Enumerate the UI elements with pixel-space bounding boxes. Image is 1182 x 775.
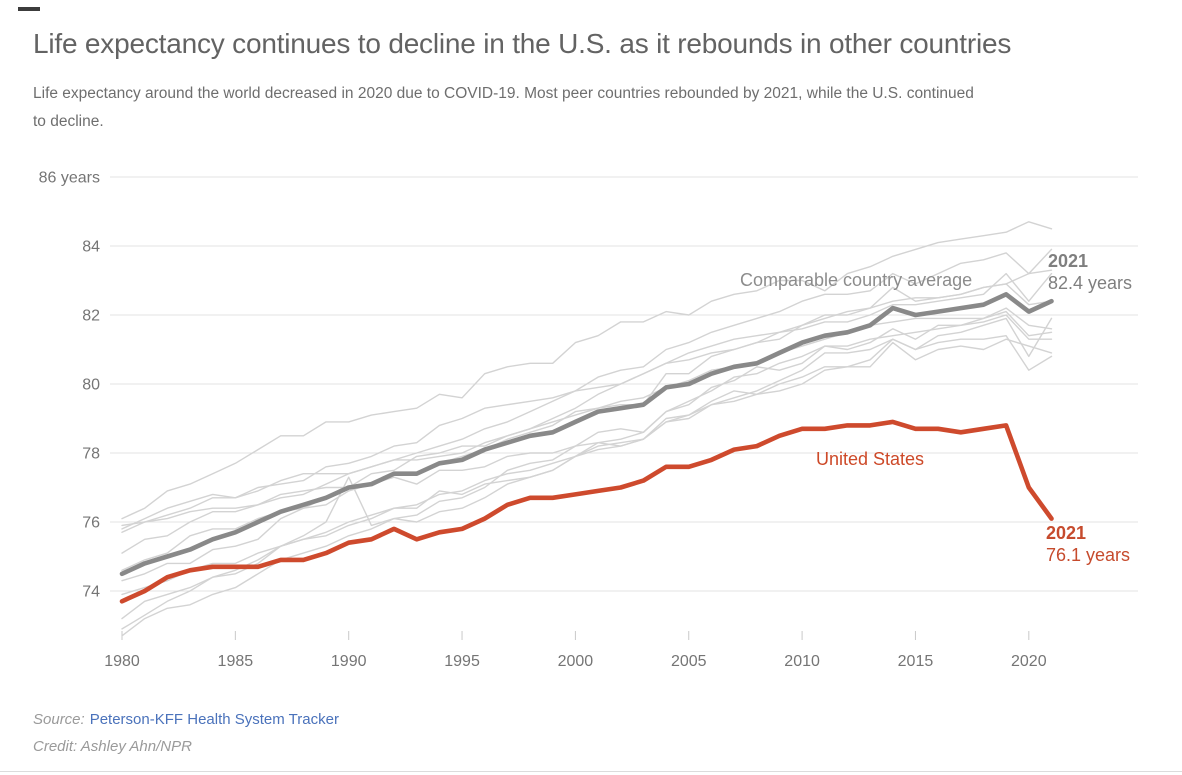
credit-line: Credit: Ashley Ahn/NPR bbox=[33, 738, 192, 755]
y-axis-tick-label: 86 years bbox=[39, 170, 100, 187]
series-line-comparable-country-average bbox=[119, 291, 1054, 577]
series-line-france bbox=[121, 283, 1053, 582]
y-axis-tick-label: 80 bbox=[82, 377, 100, 394]
chart-subtitle-line1: Life expectancy around the world decreas… bbox=[33, 85, 974, 102]
chart-subtitle: Life expectancy around the world decreas… bbox=[33, 80, 974, 136]
series-line-austria bbox=[121, 314, 1053, 637]
series-line-united-states bbox=[119, 419, 1054, 604]
series-line-sweden bbox=[121, 272, 1053, 530]
x-axis-tick-label: 1995 bbox=[444, 653, 480, 670]
chart-title: Life expectancy continues to decline in … bbox=[33, 28, 1012, 59]
y-axis-tick-label: 84 bbox=[82, 239, 100, 256]
y-axis-tick-label: 82 bbox=[82, 308, 100, 325]
average-endpoint-year: 2021 bbox=[1048, 251, 1089, 271]
series-line-switzerland bbox=[121, 248, 1053, 533]
y-axis-tick-label: 78 bbox=[82, 446, 100, 463]
average-endpoint-annotation: 2021 82.4 years bbox=[1048, 250, 1132, 294]
source-link[interactable]: Peterson-KFF Health System Tracker bbox=[89, 711, 339, 728]
series-line-netherlands bbox=[121, 310, 1053, 527]
average-endpoint-value: 82.4 years bbox=[1048, 273, 1133, 293]
series-line-united-kingdom bbox=[121, 335, 1053, 596]
series-line-canada bbox=[121, 307, 1053, 554]
y-axis-tick-label: 76 bbox=[82, 515, 100, 532]
x-axis-tick-label: 1990 bbox=[331, 653, 367, 670]
us-endpoint-annotation: 2021 76.1 years bbox=[1046, 522, 1130, 566]
page-edge-artifact bbox=[18, 7, 40, 11]
us-endpoint-year: 2021 bbox=[1046, 523, 1087, 543]
series-line-germany bbox=[121, 338, 1053, 630]
us-series-label: United States bbox=[816, 449, 925, 469]
life-expectancy-line-chart: 86 years 84 82 80 78 76 74 1980 1985 1990 1995 2000… bbox=[39, 170, 1138, 670]
bottom-divider bbox=[0, 771, 1182, 772]
x-axis-tick-label: 2015 bbox=[898, 653, 934, 670]
series-line-japan bbox=[121, 221, 1053, 520]
chart-subtitle-line2: to decline. bbox=[33, 113, 104, 130]
x-axis-tick-label: 2020 bbox=[1011, 653, 1047, 670]
x-axis-tick-label: 2005 bbox=[671, 653, 707, 670]
us-endpoint-value: 76.1 years bbox=[1046, 545, 1131, 565]
x-axis-tick-label: 1985 bbox=[218, 653, 254, 670]
x-axis-tick-label: 2010 bbox=[784, 653, 820, 670]
source-label: Source: bbox=[33, 711, 85, 728]
average-series-label: Comparable country average bbox=[740, 270, 973, 290]
x-axis-tick-label: 2000 bbox=[558, 653, 594, 670]
y-axis-tick-label: 74 bbox=[82, 584, 100, 601]
x-axis-tick-label: 1980 bbox=[104, 653, 140, 670]
source-line: Source: Peterson-KFF Health System Tracke… bbox=[33, 711, 339, 728]
